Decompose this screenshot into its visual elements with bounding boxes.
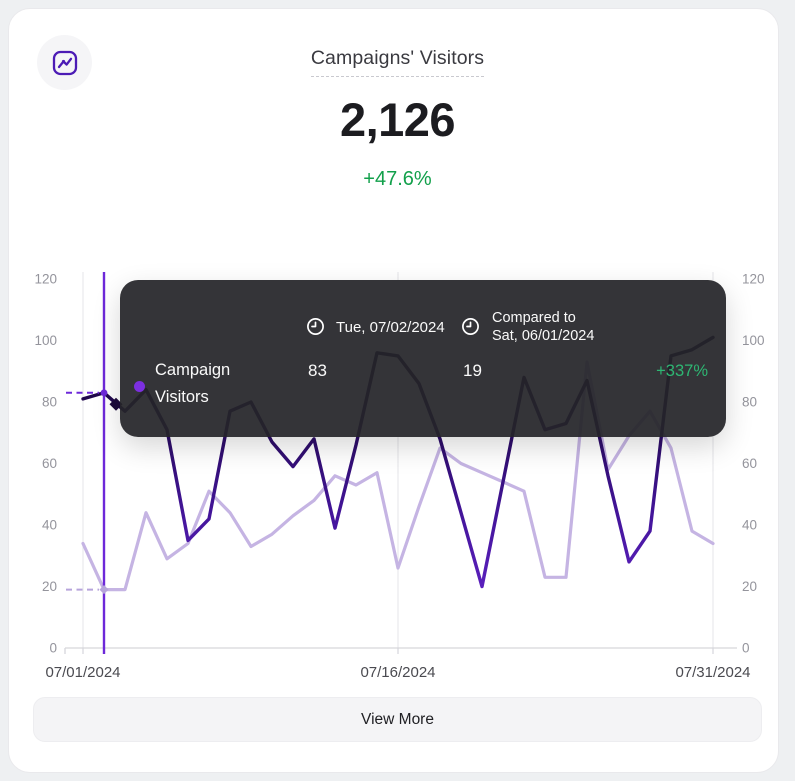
tooltip-current-date: Tue, 07/02/2024 bbox=[336, 319, 445, 336]
chart-tooltip: Tue, 07/02/2024 Compared to Sat, 06/01/2… bbox=[120, 280, 726, 437]
svg-text:80: 80 bbox=[742, 395, 757, 410]
tooltip-series-label: Campaign Visitors bbox=[155, 361, 231, 406]
svg-text:120: 120 bbox=[742, 272, 765, 287]
svg-text:07/01/2024: 07/01/2024 bbox=[45, 664, 120, 681]
svg-text:120: 120 bbox=[34, 272, 57, 287]
tooltip-compare-value: 19 bbox=[463, 361, 482, 380]
total-visitors-value: 2,126 bbox=[339, 93, 456, 146]
view-more-button[interactable]: View More bbox=[33, 697, 762, 742]
svg-text:100: 100 bbox=[742, 333, 765, 348]
clock-icon bbox=[461, 317, 480, 341]
svg-text:0: 0 bbox=[742, 641, 750, 656]
svg-text:20: 20 bbox=[742, 579, 757, 594]
svg-text:60: 60 bbox=[742, 456, 757, 471]
x-axis bbox=[64, 647, 737, 654]
svg-text:20: 20 bbox=[42, 579, 57, 594]
tooltip-current-value: 83 bbox=[308, 361, 327, 380]
chart-icon-button[interactable] bbox=[37, 35, 92, 90]
svg-text:0: 0 bbox=[49, 641, 57, 656]
tooltip-delta-percent: +337% bbox=[656, 362, 708, 380]
svg-text:40: 40 bbox=[42, 518, 57, 533]
svg-text:60: 60 bbox=[42, 456, 57, 471]
change-percent-badge: +47.6% bbox=[363, 168, 432, 190]
svg-text:100: 100 bbox=[34, 333, 57, 348]
svg-text:07/31/2024: 07/31/2024 bbox=[675, 664, 750, 681]
card-title[interactable]: Campaigns' Visitors bbox=[310, 47, 485, 77]
tooltip-compared-date: Compared to Sat, 06/01/2024 bbox=[492, 310, 595, 344]
clock-icon bbox=[306, 317, 325, 341]
svg-text:40: 40 bbox=[742, 518, 757, 533]
svg-text:07/16/2024: 07/16/2024 bbox=[360, 664, 435, 681]
card-header: Campaigns' Visitors bbox=[0, 47, 795, 77]
dark-series-point-marker bbox=[109, 397, 123, 411]
line-chart-icon bbox=[52, 50, 77, 75]
svg-text:80: 80 bbox=[42, 395, 57, 410]
y-axis-labels: 0 0 20 20 40 40 60 60 80 80 100 100 120 120 bbox=[34, 272, 764, 656]
x-axis-labels: 07/01/2024 07/16/2024 07/31/2024 bbox=[45, 664, 750, 681]
series-marker-dot bbox=[134, 381, 145, 392]
hover-crosshair bbox=[66, 272, 123, 654]
